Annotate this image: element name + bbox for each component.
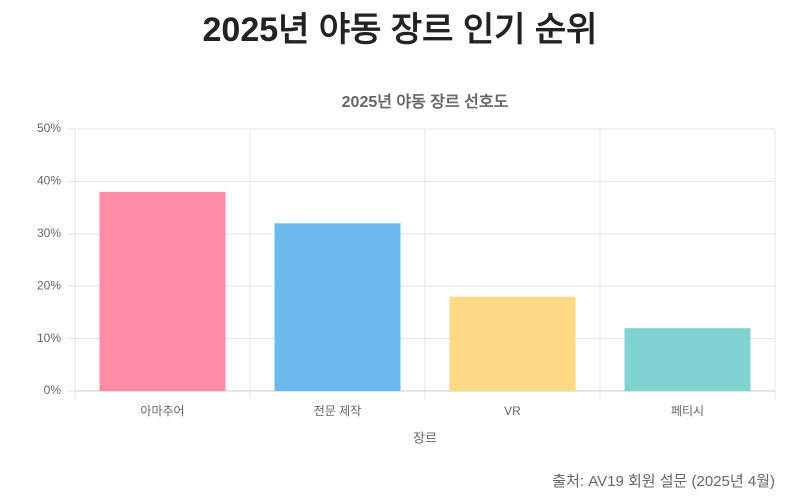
y-tick-label: 50% [37, 121, 61, 135]
bar [449, 296, 576, 391]
source: 출처: AV19 회원 설문 (2025년 4월) [552, 473, 775, 490]
y-tick-label: 10% [37, 331, 61, 345]
x-tick-label: VR [504, 404, 521, 418]
bar [274, 223, 401, 391]
bar [624, 328, 751, 391]
page-title: 2025년 야동 장르 인기 순위 [203, 11, 598, 49]
x-axis-label: 장르 [413, 430, 437, 445]
y-tick-label: 0% [44, 383, 62, 397]
y-tick-label: 20% [37, 278, 61, 292]
chart-title: 2025년 야동 장르 선호도 [342, 92, 509, 111]
bar [99, 191, 226, 391]
x-tick-label: 전문 제작 [314, 404, 362, 418]
x-tick-label: 아마추어 [140, 404, 184, 418]
y-tick-label: 40% [37, 174, 61, 188]
x-tick-label: 페티시 [671, 404, 704, 418]
y-tick-label: 30% [37, 226, 61, 240]
